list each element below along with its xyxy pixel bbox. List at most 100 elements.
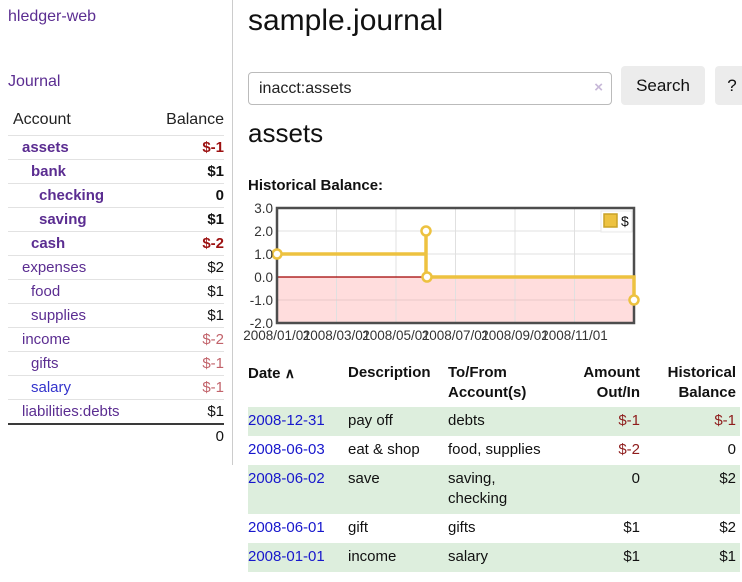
sidebar-account-supplies[interactable]: supplies $1 [8,303,224,327]
balance-value: $-1 [202,379,224,396]
transaction-row: 2008-06-02 save saving, checking 0 $2 [248,465,740,514]
sort-ascending-icon: ∧ [284,365,295,381]
chart-series-line [277,231,636,300]
transaction-amount: $-2 [618,441,640,458]
balance-value: $-2 [202,331,224,348]
balance-value: $1 [207,211,224,228]
balance-value: $-1 [202,139,224,156]
transaction-date-link[interactable]: 2008-06-02 [248,470,325,487]
svg-text:2008/11/01: 2008/11/01 [541,328,608,343]
amount-column-header: Amount Out/In [583,364,640,401]
transaction-accounts: debts [448,407,558,436]
svg-text:2008/07/01: 2008/07/01 [422,328,490,343]
svg-text:2008/05/01: 2008/05/01 [362,328,430,343]
transaction-balance: 0 [727,441,736,458]
svg-text:2008/01/01: 2008/01/01 [243,328,311,343]
balance-value: $-1 [202,355,224,372]
transaction-accounts: food, supplies [448,441,541,458]
balance-value: $1 [207,403,224,420]
transaction-accounts: gifts [448,519,476,536]
transaction-balance: $2 [719,519,736,536]
sidebar-account-bank[interactable]: bank $1 [8,159,224,183]
balance-value: $1 [207,283,224,300]
sidebar-account-food[interactable]: food $1 [8,279,224,303]
transaction-description: income [348,543,448,572]
sidebar-account-cash[interactable]: cash $-2 [8,231,224,255]
transaction-description: eat & shop [348,441,420,458]
balance-value: $2 [207,259,224,276]
sidebar: hledger-web Journal Account Balance asse… [0,0,233,465]
transaction-row: 2008-12-31 pay off debts $-1 $-1 [248,407,740,436]
transaction-row: 2008-01-01 income salary $1 $1 [248,543,740,572]
transaction-description: pay off [348,407,448,436]
sidebar-account-checking[interactable]: checking 0 [8,183,224,207]
transaction-amount: $1 [623,519,640,536]
help-button[interactable]: ? [715,66,742,105]
main-content: sample.journal [248,0,742,38]
sidebar-item-journal[interactable]: Journal [8,73,61,90]
svg-text:2008/03/01: 2008/03/01 [303,328,371,343]
balance-value: $-2 [202,235,224,252]
app-title[interactable]: hledger-web [8,8,97,25]
date-column-header[interactable]: Date ∧ [248,365,295,382]
transaction-balance: $1 [644,543,740,572]
description-column-header: Description [348,364,431,381]
transaction-balance: $-1 [644,407,740,436]
account-column-header: Account [13,111,71,128]
chart-x-axis-labels: 2008/01/01 2008/03/01 2008/05/01 2008/07… [243,328,608,343]
search-button[interactable]: Search [621,66,705,105]
search-input[interactable] [248,72,612,105]
search-bar: × Search ? [248,66,742,106]
account-balance-table: Account Balance assets $-1 bank $1 check… [8,109,224,448]
transactions-table: Date ∧ Description To/From Account(s) Am… [248,360,740,572]
transaction-row: 2008-06-03 eat & shop food, supplies $-2… [248,436,740,465]
balance-value: 0 [215,187,224,204]
transaction-date-link[interactable]: 2008-06-03 [248,441,325,458]
historical-balance-chart: $ 3.0 2.0 1.0 0.0 -1.0 -2.0 2008/01/01 2… [243,203,640,343]
svg-text:0.0: 0.0 [254,270,273,285]
page-title: sample.journal [248,4,444,37]
legend-swatch [603,213,618,228]
chart-y-axis-labels: 3.0 2.0 1.0 0.0 -1.0 -2.0 [250,203,273,331]
transaction-row: 2008-06-01 gift gifts $1 $2 [248,514,740,543]
balance-column-header: Historical Balance [667,364,736,401]
clear-search-icon[interactable]: × [594,79,603,96]
sidebar-account-saving[interactable]: saving $1 [8,207,224,231]
chart-legend: $ [600,210,633,233]
svg-text:1.0: 1.0 [254,247,273,262]
svg-text:2008/09/01: 2008/09/01 [481,328,549,343]
sidebar-account-assets[interactable]: assets $-1 [8,135,224,159]
svg-text:-1.0: -1.0 [250,293,273,308]
transaction-accounts: salary [448,543,558,572]
transaction-amount: $-1 [558,407,644,436]
chart-data-points [271,225,640,306]
transaction-date-link[interactable]: 2008-12-31 [248,412,325,429]
svg-text:-2.0: -2.0 [250,316,273,331]
sidebar-account-expenses[interactable]: expenses $2 [8,255,224,279]
transaction-date-link[interactable]: 2008-06-01 [248,519,325,536]
account-heading: assets [248,118,324,148]
balance-column-header: Balance [166,111,224,128]
legend-label: $ [621,213,629,229]
transaction-description: save [348,465,448,514]
svg-text:2.0: 2.0 [254,224,273,239]
transaction-balance: $2 [644,465,740,514]
sidebar-total-row: 0 [8,423,224,448]
total-balance: 0 [215,428,224,445]
transaction-description: gift [348,519,369,536]
sidebar-account-income[interactable]: income $-2 [8,327,224,351]
sidebar-account-liabilities-debts[interactable]: liabilities:debts $1 [8,399,224,423]
transaction-date-link[interactable]: 2008-01-01 [248,548,325,565]
transaction-amount: $1 [558,543,644,572]
transaction-amount: 0 [558,465,644,514]
chart-border [275,206,636,325]
account-column-header: To/From Account(s) [448,364,527,401]
svg-text:3.0: 3.0 [254,203,273,216]
balance-value: $1 [207,163,224,180]
transaction-accounts: saving, checking [448,465,558,514]
sidebar-account-salary[interactable]: salary $-1 [8,375,224,399]
chart-title: Historical Balance: [248,177,384,194]
sidebar-account-gifts[interactable]: gifts $-1 [8,351,224,375]
balance-value: $1 [207,307,224,324]
transactions-header-row: Date ∧ Description To/From Account(s) Am… [248,360,740,407]
